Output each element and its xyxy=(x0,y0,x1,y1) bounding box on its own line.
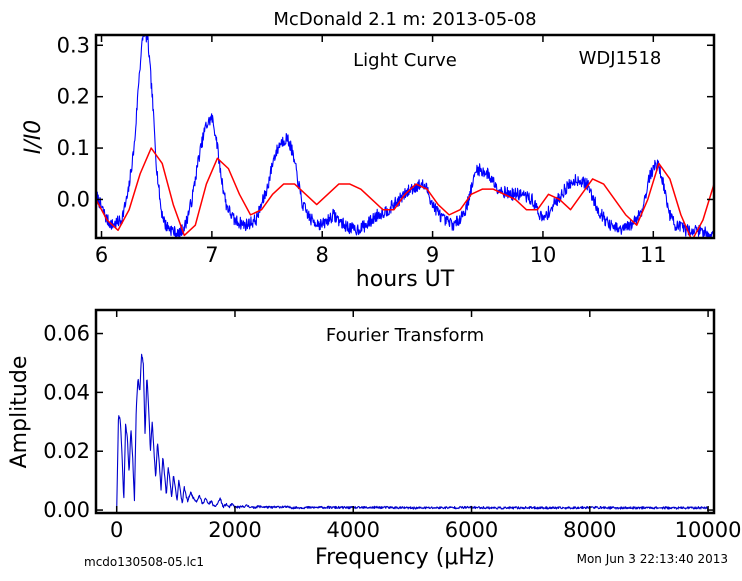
object-label: WDJ1518 xyxy=(579,48,662,69)
light-curve-xtick-label-5: 11 xyxy=(640,243,667,267)
footer-filename: mcdo130508-05.lc1 xyxy=(84,555,204,569)
light-curve-xtick-label-0: 6 xyxy=(95,243,108,267)
fourier-xlabel: Frequency (μHz) xyxy=(315,545,495,570)
fourier-xtick-label-3: 6000 xyxy=(445,518,498,542)
fourier-xtick-label-4: 8000 xyxy=(563,518,616,542)
light-curve-ytick-label-0: 0.0 xyxy=(57,187,90,211)
light-curve-xtick-label-1: 7 xyxy=(205,243,218,267)
footer-timestamp: Mon Jun 3 22:13:40 2013 xyxy=(577,552,728,566)
light-curve-series-1 xyxy=(96,147,714,238)
light-curve-panel: 6 7 8 9 10 11 0.0 0.1 0.2 0.3 Light Curve WDJ1518… xyxy=(21,33,716,292)
fourier-xtick-label-0: 0 xyxy=(110,518,123,542)
figure-title: McDonald 2.1 m: 2013-05-08 xyxy=(273,9,536,30)
fourier-series-0 xyxy=(116,353,709,511)
fourier-xtick-label-2: 4000 xyxy=(327,518,380,542)
fourier-ytick-label-0: 0.00 xyxy=(43,498,90,522)
fourier-annotation: Fourier Transform xyxy=(326,325,484,346)
fourier-xtick-label-5: 10000 xyxy=(675,518,742,542)
light-curve-ytick-label-2: 0.2 xyxy=(57,85,90,109)
light-curve-frame xyxy=(94,33,716,240)
fourier-ytick-label-3: 0.06 xyxy=(43,322,90,346)
light-curve-ytick-label-1: 0.1 xyxy=(57,136,90,160)
fourier-panel: 0 2000 4000 6000 8000 10000 0.00 0.02 0.04 0.06 F… xyxy=(7,308,742,570)
light-curve-xlabel: hours UT xyxy=(356,267,455,292)
fourier-ytick-label-1: 0.02 xyxy=(43,439,90,463)
fourier-frame xyxy=(94,308,716,515)
light-curve-xtick-label-4: 10 xyxy=(530,243,557,267)
light-curve-ylabel: I/I0 xyxy=(21,120,46,154)
fourier-xtick-label-1: 2000 xyxy=(208,518,261,542)
fourier-ytick-label-2: 0.04 xyxy=(43,380,90,404)
light-curve-ytick-label-3: 0.3 xyxy=(57,33,90,57)
light-curve-series-0 xyxy=(96,35,714,238)
light-curve-annotation: Light Curve xyxy=(353,50,457,71)
light-curve-xtick-label-2: 8 xyxy=(316,243,329,267)
fourier-ylabel: Amplitude xyxy=(7,356,32,469)
light-curve-xtick-label-3: 9 xyxy=(426,243,439,267)
